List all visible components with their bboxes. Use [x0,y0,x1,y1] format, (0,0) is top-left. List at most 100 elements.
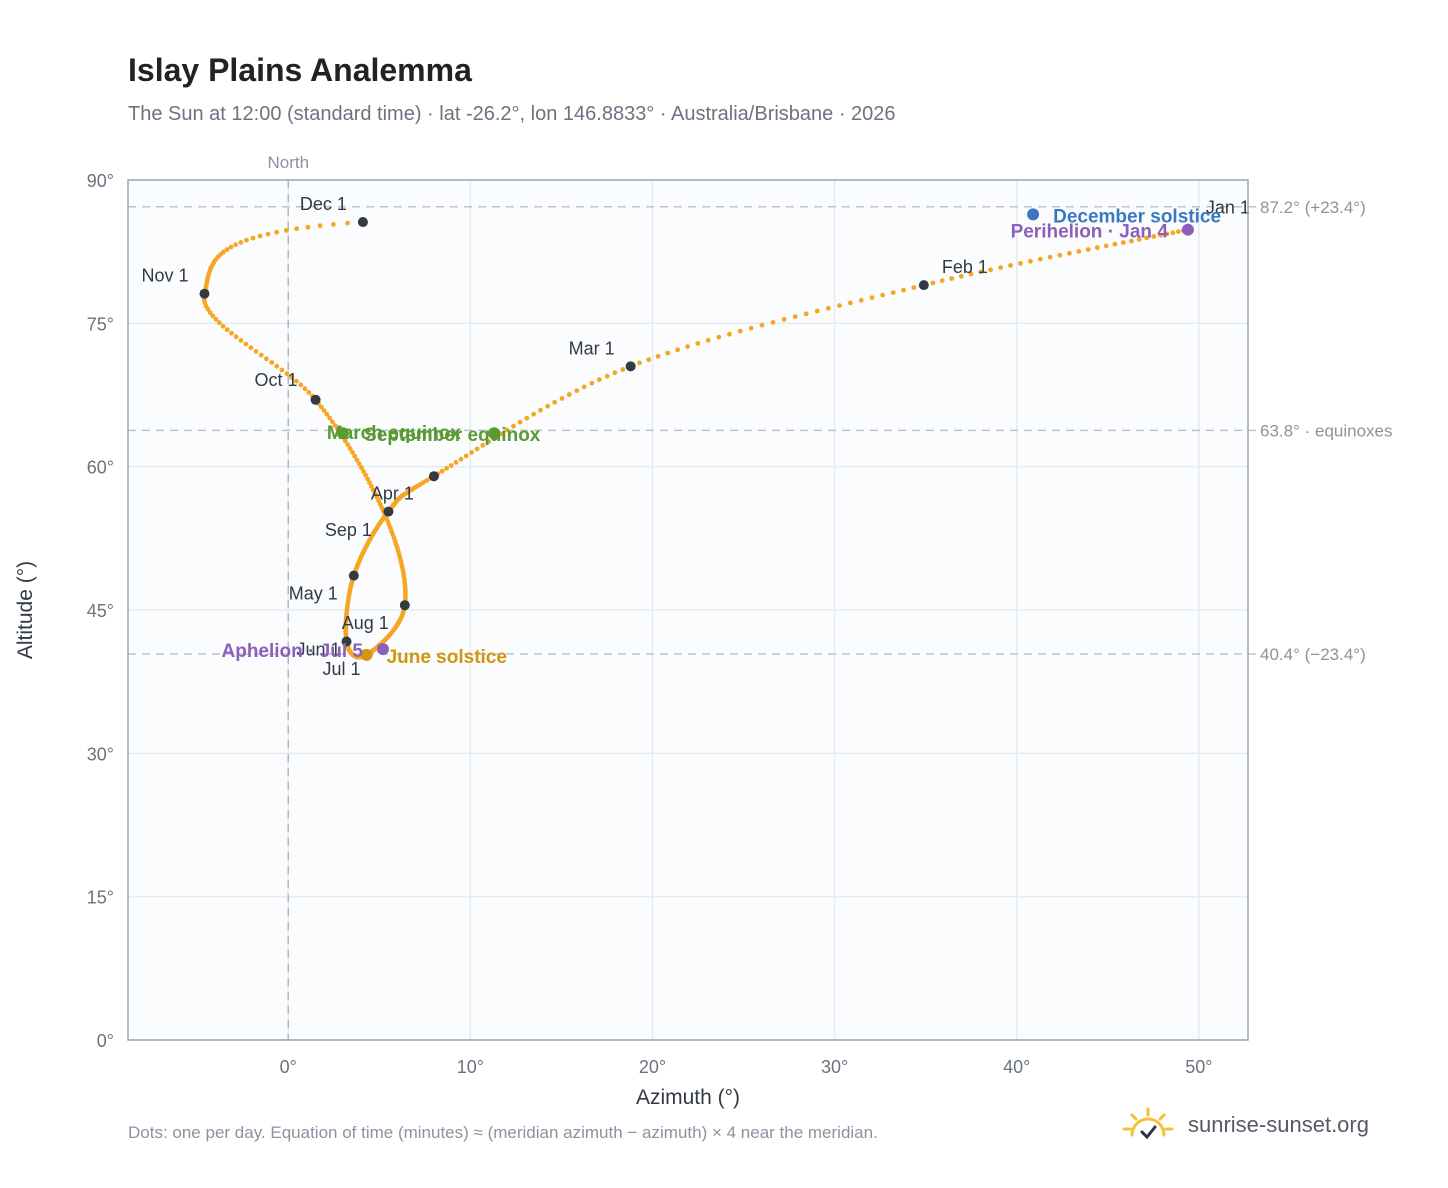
day-dot [574,388,580,394]
day-dot [949,276,955,281]
day-dot [279,367,285,373]
event-label: Aphelion · Jul 5 [222,641,364,662]
day-dot [253,349,259,354]
day-dot [233,334,239,340]
day-dot [1103,243,1109,249]
day-dot [444,466,449,471]
y-tick-label: 0° [97,1031,114,1051]
reference-line-label: 63.8° · equinoxes [1260,421,1393,440]
day-dot [469,450,474,455]
month-marker-label: Dec 1 [300,194,347,214]
day-dot [1008,263,1013,268]
day-dot [486,439,492,444]
brand[interactable]: sunrise-sunset.org [1120,1100,1369,1150]
y-tick-label: 75° [87,314,114,334]
day-dot [376,498,381,504]
day-dot [589,380,595,386]
y-tick-label: 30° [87,744,114,764]
day-dot [911,285,917,290]
day-dot [367,480,372,485]
north-label: North [267,153,309,172]
day-dot [803,311,809,317]
day-dot [250,235,256,241]
month-marker-label: May 1 [289,584,338,604]
day-dot [1120,240,1126,246]
day-dot [213,316,219,322]
day-dot [748,325,754,331]
month-marker [341,636,352,647]
day-dot [880,292,885,298]
day-dot [511,423,516,429]
day-dot [559,396,565,401]
day-dot [224,247,230,252]
day-dot [324,411,330,417]
day-dot [545,403,550,409]
day-dot [458,456,464,462]
day-dot [1170,230,1176,236]
day-dot [318,404,324,410]
day-dot [792,314,798,319]
day-dot [705,337,711,343]
day-dot [233,242,239,248]
day-dot [210,313,216,319]
day-dot [298,382,304,388]
day-dot [1018,261,1023,266]
day-dot [847,300,853,306]
y-tick-label: 60° [87,458,114,478]
day-dot [695,341,701,346]
day-dot [294,226,299,232]
day-dot [229,330,234,336]
event-label: December solstice [1053,206,1221,227]
day-dot [1057,252,1063,258]
day-dot [361,469,366,474]
day-dot [238,338,244,343]
x-axis-label: Azimuth (°) [636,1086,740,1109]
month-marker-label: Feb 1 [942,257,988,277]
event-marker [360,648,373,661]
day-dot [837,303,842,308]
day-dot [814,308,820,314]
day-dot [1037,256,1043,262]
month-marker-label: Jan 1 [1206,198,1250,218]
day-dot [327,415,333,421]
day-dot [1112,241,1118,247]
day-dot [474,446,480,452]
month-marker [199,288,210,299]
day-dot [350,449,355,455]
plot-frame [127,179,1249,1041]
day-dot [685,344,690,349]
day-dot [302,386,308,392]
day-dot [604,373,610,379]
day-dot [347,446,353,451]
day-dot [244,237,249,243]
day-dot [552,399,558,405]
month-marker-label: Jun 1 [296,640,340,660]
day-dot [869,295,875,301]
day-dot [612,370,618,376]
event-marker [1027,208,1040,221]
day-dot [221,249,226,255]
month-marker-label: Nov 1 [141,266,188,286]
day-dot [321,408,327,413]
day-dot [727,331,732,337]
month-marker-label: Mar 1 [569,338,615,358]
day-dot [737,328,743,334]
day-dot [356,461,362,467]
day-dot [538,407,543,413]
day-dot [243,341,249,347]
month-marker [357,217,368,228]
day-dot [890,290,896,295]
day-dot [581,384,587,390]
y-axis-label: Altitude (°) [14,561,37,659]
y-tick-label: 90° [87,171,114,191]
x-tick-label: 10° [457,1057,484,1077]
day-dot [370,487,376,493]
north-line: North [267,153,309,1040]
chart-subtitle: The Sun at 12:00 (standard time) · lat -… [128,103,896,125]
day-dot [517,419,523,425]
day-dot [274,363,280,369]
day-dot [1047,254,1053,260]
day-dot [1085,247,1091,252]
